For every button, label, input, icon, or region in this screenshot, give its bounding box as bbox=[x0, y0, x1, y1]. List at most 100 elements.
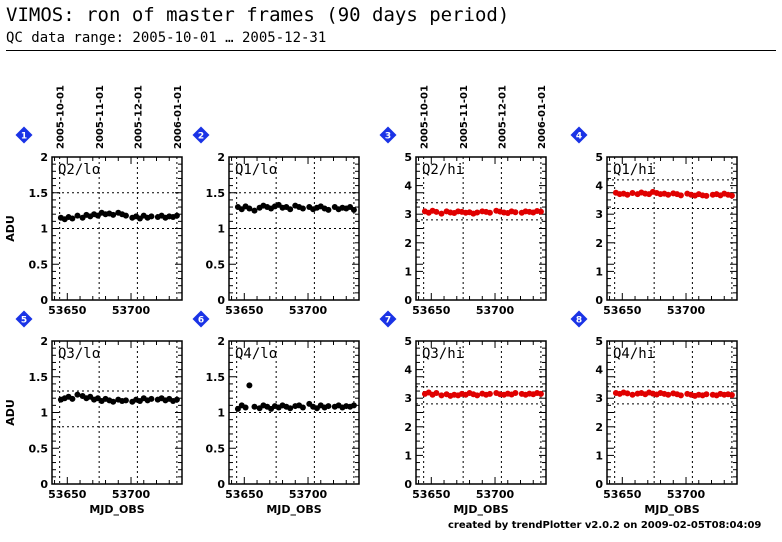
y-tick-label: 4 bbox=[404, 364, 412, 377]
y-tick-label: 1.5 bbox=[29, 371, 49, 384]
data-point bbox=[122, 212, 129, 219]
plot-frame bbox=[606, 156, 738, 301]
data-point bbox=[629, 190, 636, 197]
panel-label: Q2/lo bbox=[58, 162, 100, 178]
date-tick-label: 2005-11-01 bbox=[95, 85, 106, 149]
y-tick-label: 0.5 bbox=[29, 258, 49, 271]
data-point bbox=[69, 215, 76, 222]
y-tick-label: 5 bbox=[404, 151, 412, 164]
y-tick-label: 0.5 bbox=[29, 442, 49, 455]
y-tick-label: 1 bbox=[40, 407, 48, 420]
data-point bbox=[251, 403, 258, 410]
x-tick-label: 53700 bbox=[476, 304, 515, 317]
y-tick-label: 1.5 bbox=[206, 371, 226, 384]
y-tick-label: 0 bbox=[404, 478, 412, 491]
data-point bbox=[74, 212, 81, 219]
y-tick-label: 5 bbox=[404, 335, 412, 348]
data-point bbox=[122, 397, 129, 404]
plot-frame bbox=[415, 156, 547, 301]
data-point bbox=[703, 192, 710, 199]
x-tick-label: 53650 bbox=[603, 304, 642, 317]
data-point bbox=[173, 212, 180, 219]
panel-label: Q1/hi bbox=[613, 162, 655, 178]
page-subtitle: QC data range: 2005-10-01 … 2005-12-31 bbox=[6, 30, 327, 46]
y-tick-label: 1 bbox=[404, 449, 412, 462]
y-axis-label: ADU bbox=[4, 215, 17, 242]
data-point bbox=[234, 405, 241, 412]
y-tick-label: 1 bbox=[217, 407, 225, 420]
data-point bbox=[325, 206, 332, 213]
plot-panel-2: 0 0.5 1 1.5 2 53650 53700 Q1/lo 2 bbox=[192, 126, 360, 317]
y-tick-label: 1 bbox=[595, 449, 603, 462]
x-tick-label: 53650 bbox=[412, 304, 451, 317]
footer-credit: created by trendPlotter v2.0.2 on 2009-0… bbox=[448, 520, 762, 531]
y-tick-label: 4 bbox=[404, 180, 412, 193]
title-divider bbox=[6, 50, 776, 51]
data-point bbox=[325, 403, 332, 410]
date-tick-label: 2005-12-01 bbox=[497, 85, 508, 149]
plot-panel-7: 0 1 2 3 4 5 53650 53700 MJD_OBS Q3/hi 7 bbox=[379, 310, 547, 516]
data-point bbox=[474, 392, 481, 399]
panel-label: Q4/hi bbox=[613, 346, 655, 362]
y-tick-label: 3 bbox=[595, 392, 603, 405]
x-tick-label: 53650 bbox=[225, 304, 264, 317]
plot-frame bbox=[415, 340, 547, 485]
data-point bbox=[486, 209, 493, 216]
x-tick-label: 53700 bbox=[476, 488, 515, 501]
plot-panel-8: 0 1 2 3 4 5 53650 53700 MJD_OBS Q4/hi 8 bbox=[570, 310, 738, 516]
y-tick-label: 1.5 bbox=[29, 187, 49, 200]
plot-panel-6: 0 0.5 1 1.5 2 53650 53700 MJD_OBS Q4/lo 6 bbox=[192, 310, 360, 516]
data-point bbox=[728, 392, 735, 399]
data-point bbox=[703, 391, 710, 398]
x-axis-label: MJD_OBS bbox=[644, 503, 699, 516]
plot-panel-5: 0 0.5 1 1.5 2 53650 53700 ADU MJD_OBS Q3/lo 5 bbox=[4, 310, 183, 516]
data-point bbox=[173, 396, 180, 403]
panel-label: Q3/hi bbox=[422, 346, 464, 362]
y-tick-label: 0 bbox=[595, 478, 603, 491]
panel-number-badge bbox=[570, 310, 588, 328]
panel-label: Q4/lo bbox=[235, 346, 277, 362]
data-point bbox=[287, 405, 294, 412]
y-tick-label: 3 bbox=[404, 208, 412, 221]
x-tick-label: 53700 bbox=[289, 304, 328, 317]
x-tick-label: 53650 bbox=[48, 304, 87, 317]
y-tick-label: 2 bbox=[595, 237, 603, 250]
x-tick-label: 53650 bbox=[603, 488, 642, 501]
y-tick-label: 2 bbox=[40, 335, 48, 348]
panel-number-badge bbox=[379, 310, 397, 328]
data-point bbox=[433, 208, 440, 215]
data-point bbox=[246, 205, 253, 212]
data-point bbox=[624, 191, 631, 198]
date-tick-label: 2006-01-01 bbox=[537, 85, 548, 149]
data-point bbox=[677, 392, 684, 399]
data-point bbox=[665, 191, 672, 198]
panel-label: Q2/hi bbox=[422, 162, 464, 178]
panel-number-badge bbox=[192, 310, 210, 328]
data-point bbox=[350, 206, 357, 213]
panel-number: 7 bbox=[385, 316, 391, 326]
data-point bbox=[110, 211, 117, 218]
data-point bbox=[287, 206, 294, 213]
panel-number: 6 bbox=[198, 316, 204, 326]
y-tick-label: 0.5 bbox=[206, 442, 226, 455]
y-tick-label: 0 bbox=[217, 478, 225, 491]
data-point bbox=[350, 402, 357, 409]
panel-number: 1 bbox=[21, 132, 27, 142]
y-tick-label: 0 bbox=[595, 294, 603, 307]
data-point bbox=[537, 208, 544, 215]
x-tick-label: 53700 bbox=[667, 304, 706, 317]
x-tick-label: 53650 bbox=[412, 488, 451, 501]
data-point bbox=[629, 391, 636, 398]
x-axis-label: MJD_OBS bbox=[453, 503, 508, 516]
data-point bbox=[665, 391, 672, 398]
y-tick-label: 1 bbox=[40, 223, 48, 236]
y-tick-label: 0 bbox=[404, 294, 412, 307]
y-tick-label: 1 bbox=[217, 223, 225, 236]
panel-number-badge bbox=[192, 126, 210, 144]
data-point bbox=[677, 192, 684, 199]
y-tick-label: 2 bbox=[595, 421, 603, 434]
y-tick-label: 0.5 bbox=[206, 258, 226, 271]
data-point bbox=[299, 205, 306, 212]
panel-number-badge bbox=[570, 126, 588, 144]
date-tick-label: 2005-12-01 bbox=[133, 85, 144, 149]
